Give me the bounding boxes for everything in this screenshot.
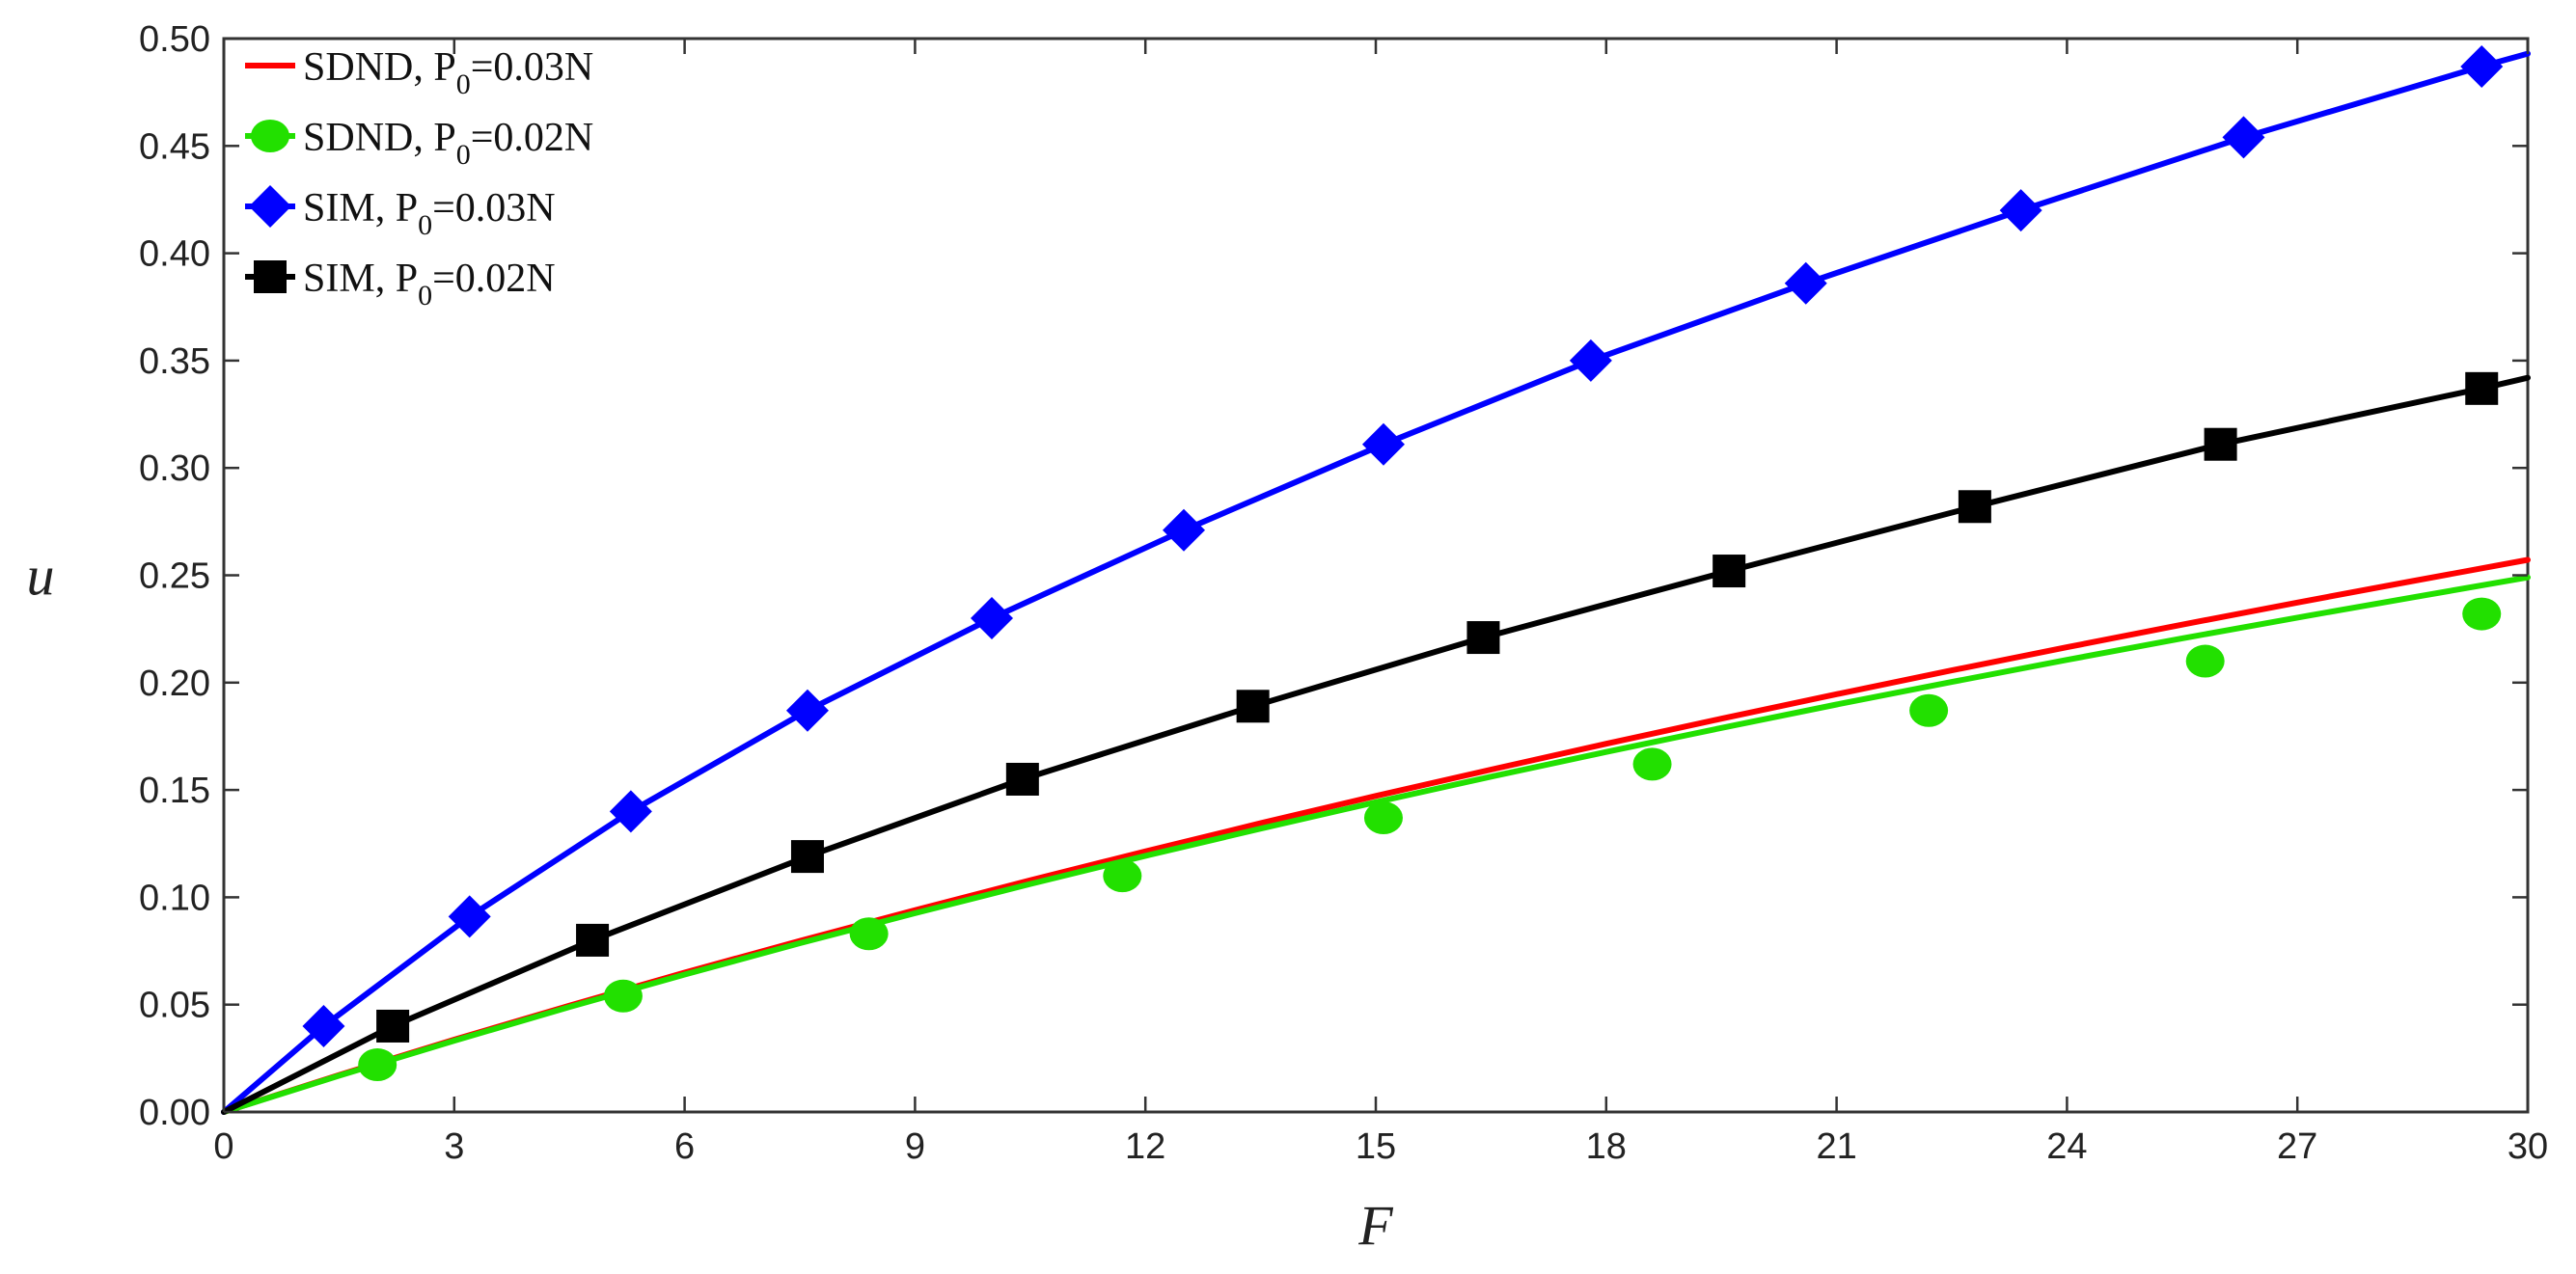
- data-point: [2462, 597, 2502, 631]
- data-point: [2185, 644, 2225, 678]
- x-tick-label: 0: [213, 1126, 233, 1167]
- y-tick-label: 0.30: [139, 448, 210, 489]
- legend-swatch-marker: [254, 260, 287, 293]
- y-tick-label: 0.05: [139, 986, 210, 1026]
- data-point: [2222, 116, 2265, 159]
- legend-label-subscript: 0: [418, 280, 432, 312]
- y-tick-label: 0.00: [139, 1093, 210, 1133]
- data-point: [1103, 859, 1142, 893]
- legend-label: SIM, P0=0.02N: [303, 257, 556, 312]
- series-1: [221, 574, 2531, 1115]
- x-tick-label: 27: [2277, 1126, 2317, 1167]
- series-0: [221, 556, 2531, 1115]
- data-point: [971, 597, 1013, 640]
- legend-label-value: =0.02N: [432, 257, 556, 301]
- x-tick-label: 3: [444, 1126, 464, 1167]
- series-line: [221, 574, 2531, 1115]
- data-point: [576, 923, 610, 957]
- series-line: [221, 556, 2531, 1115]
- legend-entry: SDND, P0=0.02N: [245, 116, 593, 171]
- data-point: [1958, 490, 1991, 524]
- x-tick-label: 30: [2507, 1126, 2548, 1167]
- data-point: [849, 917, 889, 951]
- data-point: [1713, 555, 1746, 588]
- y-tick-label: 0.50: [139, 19, 210, 60]
- x-tick-label: 15: [1356, 1126, 1396, 1167]
- x-tick-label: 24: [2046, 1126, 2087, 1167]
- y-axis-title: u: [27, 545, 55, 608]
- legend-label-value: =0.02N: [471, 116, 594, 160]
- data-point: [609, 790, 652, 833]
- x-tick-label: 9: [905, 1126, 925, 1167]
- y-tick-label: 0.10: [139, 878, 210, 918]
- data-point: [1163, 508, 1205, 552]
- x-tick-label: 12: [1125, 1126, 1165, 1167]
- x-axis-title: F: [1357, 1194, 1393, 1257]
- y-tick-label: 0.40: [139, 234, 210, 275]
- legend-label: SDND, P0=0.02N: [303, 116, 593, 171]
- legend-label-subscript: 0: [456, 139, 471, 171]
- y-tick-label: 0.35: [139, 341, 210, 382]
- data-point: [1005, 762, 1039, 796]
- legend-entry: SIM, P0=0.02N: [245, 257, 556, 312]
- legend-swatch-marker: [251, 120, 289, 152]
- x-tick-label: 6: [674, 1126, 695, 1167]
- y-tick-label: 0.15: [139, 771, 210, 811]
- x-tick-label: 18: [1586, 1126, 1627, 1167]
- legend-label-main: SIM, P: [303, 186, 418, 230]
- data-point: [1784, 261, 1827, 305]
- data-point: [785, 689, 829, 732]
- data-point: [1363, 801, 1403, 835]
- legend-label-value: =0.03N: [432, 186, 556, 230]
- data-point: [302, 1004, 345, 1047]
- legend-label: SDND, P0=0.03N: [303, 45, 593, 100]
- data-point: [448, 895, 491, 938]
- data-point: [1466, 621, 1500, 655]
- legend-label-main: SDND, P: [303, 45, 456, 90]
- series-layer: [221, 44, 2531, 1115]
- data-point: [1236, 690, 1270, 723]
- series-line: [221, 374, 2531, 1115]
- data-point: [376, 1009, 410, 1043]
- legend-label-subscript: 0: [418, 209, 432, 241]
- data-point: [1569, 339, 1612, 382]
- series-line: [221, 50, 2531, 1115]
- y-tick-label: 0.45: [139, 126, 210, 167]
- legend-label-main: SIM, P: [303, 257, 418, 301]
- legend-label-value: =0.03N: [471, 45, 594, 90]
- data-point: [1632, 747, 1672, 781]
- data-point: [2465, 371, 2499, 405]
- legend-entry: SDND, P0=0.03N: [245, 45, 593, 100]
- data-point: [2204, 427, 2237, 461]
- series-2: [221, 44, 2531, 1115]
- data-point: [603, 979, 643, 1013]
- y-tick-label: 0.25: [139, 556, 210, 597]
- data-point: [358, 1048, 397, 1082]
- legend-label: SIM, P0=0.03N: [303, 186, 556, 241]
- data-point: [2460, 44, 2504, 88]
- data-point: [1999, 189, 2042, 232]
- legend-label-main: SDND, P: [303, 116, 456, 160]
- data-point: [790, 840, 824, 874]
- series-3: [221, 371, 2531, 1115]
- legend-swatch-marker: [249, 185, 291, 228]
- data-point: [1361, 422, 1405, 466]
- y-tick-label: 0.20: [139, 664, 210, 704]
- ticks-layer: 0 3 6 9 12 15 18 21 24 27 30 0.00 0.05 0.10 0.15 0.20 0.…: [139, 19, 2548, 1167]
- legend-entry: SIM, P0=0.03N: [245, 185, 556, 241]
- legend-label-subscript: 0: [456, 68, 471, 100]
- data-point: [1909, 693, 1949, 727]
- x-tick-label: 21: [1816, 1126, 1856, 1167]
